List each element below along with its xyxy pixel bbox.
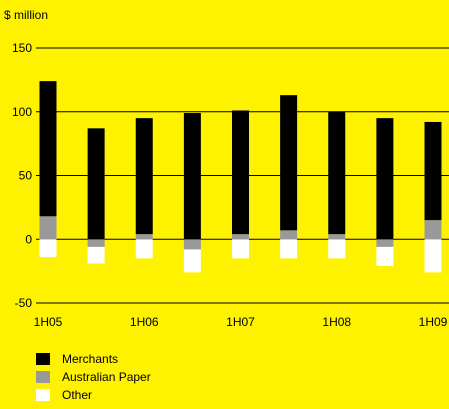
bar-australian-paper-2h07 <box>280 230 298 240</box>
x-tick-label-1h05: 1H05 <box>34 315 63 329</box>
legend-label-other: Other <box>62 388 93 402</box>
x-tick-label-1h09: 1H09 <box>419 315 448 329</box>
bar-australian-paper-1h07 <box>232 234 249 240</box>
bar-other-2h05 <box>87 246 105 264</box>
legend-swatch-merchants <box>36 353 50 365</box>
legend-item-australian-paper: Australian Paper <box>36 368 151 386</box>
bar-australian-paper-1h09 <box>424 220 442 240</box>
x-tick-label-1h06: 1H06 <box>130 315 159 329</box>
bar-merchants-1h05 <box>39 81 57 217</box>
bar-other-2h06 <box>183 249 201 273</box>
bar-australian-paper-1h08 <box>328 234 346 240</box>
x-tick-label-1h08: 1H08 <box>322 315 351 329</box>
y-tick-label: 50 <box>19 169 33 183</box>
bar-other-1h05 <box>39 239 57 258</box>
bar-merchants-2h06 <box>183 113 201 240</box>
legend: Merchants Australian Paper Other <box>36 350 151 404</box>
bar-merchants-1h08 <box>328 111 346 235</box>
y-tick-label: 100 <box>12 105 32 119</box>
y-tick-label: 150 <box>12 41 32 55</box>
bar-merchants-1h07 <box>232 110 249 235</box>
legend-swatch-australian-paper <box>36 371 50 383</box>
y-tick-label: -50 <box>15 296 33 310</box>
bar-australian-paper-1h05 <box>39 216 57 240</box>
bar-other-1h07 <box>232 239 249 259</box>
bar-merchants-2h08 <box>376 118 394 240</box>
bar-merchants-2h05 <box>87 128 105 240</box>
legend-label-merchants: Merchants <box>62 352 119 366</box>
bar-australian-paper-2h08 <box>376 239 394 247</box>
bar-merchants-1h06 <box>135 118 153 235</box>
bar-other-1h06 <box>135 239 153 259</box>
y-tick-label: 0 <box>25 232 32 246</box>
x-tick-label-1h07: 1H07 <box>226 315 255 329</box>
y-axis-unit-label: $ million <box>4 8 49 22</box>
legend-swatch-other <box>36 389 50 401</box>
bar-other-2h08 <box>376 246 394 267</box>
bar-merchants-2h07 <box>280 95 298 231</box>
bar-merchants-1h09 <box>424 121 442 221</box>
legend-item-merchants: Merchants <box>36 350 151 368</box>
bar-australian-paper-2h05 <box>87 239 105 247</box>
bar-australian-paper-1h06 <box>135 234 153 240</box>
bar-other-2h07 <box>280 239 298 259</box>
legend-label-australian-paper: Australian Paper <box>62 370 151 384</box>
legend-item-other: Other <box>36 386 151 404</box>
bar-australian-paper-2h06 <box>183 239 201 250</box>
bar-other-1h08 <box>328 239 346 259</box>
bar-other-1h09 <box>424 239 442 273</box>
